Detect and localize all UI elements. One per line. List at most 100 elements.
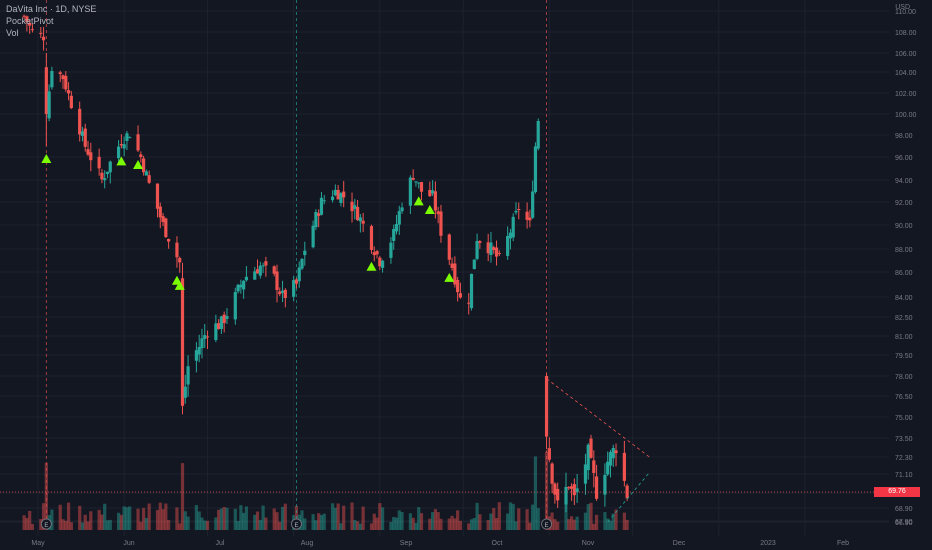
candle-2022-10-10 bbox=[486, 242, 490, 254]
volume-bar bbox=[28, 510, 32, 530]
indicator-label[interactable]: PocketPivot bbox=[6, 16, 54, 26]
candle-2022-10-24 bbox=[525, 211, 529, 220]
volume-bar bbox=[375, 517, 379, 530]
candle-2022-11-16 bbox=[589, 438, 593, 458]
volume-bar bbox=[203, 520, 207, 530]
price-tick-label: 94.00 bbox=[895, 178, 913, 185]
volume-bar bbox=[517, 508, 521, 530]
volume-bar bbox=[264, 517, 268, 530]
volume-bar bbox=[83, 514, 87, 530]
price-tick-label: 68.90 bbox=[895, 506, 913, 513]
volume-bar bbox=[319, 514, 324, 530]
candle-2022-09-05 bbox=[389, 242, 393, 258]
candle-2022-06-02 bbox=[125, 133, 129, 141]
candle-2022-07-07 bbox=[222, 314, 226, 324]
candle-2022-11-01 bbox=[547, 448, 551, 460]
earnings-badge bbox=[40, 518, 52, 530]
volume-bar bbox=[69, 522, 73, 530]
price-tick-label: 100.00 bbox=[895, 112, 917, 119]
volume-bar bbox=[592, 523, 596, 530]
candle-2022-07-06 bbox=[219, 316, 224, 330]
candle-2022-05-04 bbox=[44, 67, 48, 114]
volume-bar bbox=[255, 511, 260, 530]
candle-2022-11-21 bbox=[603, 474, 607, 495]
price-tick-label: 86.00 bbox=[895, 270, 913, 277]
candle-2022-08-31 bbox=[375, 251, 379, 255]
volume-bar bbox=[506, 513, 510, 530]
candle-2022-09-01 bbox=[378, 257, 382, 267]
volume-bar bbox=[178, 523, 182, 530]
price-tick-label: 98.00 bbox=[895, 133, 913, 140]
candle-2022-08-15 bbox=[330, 196, 335, 201]
volume-bar bbox=[392, 517, 396, 530]
price-tick-label: 88.00 bbox=[895, 247, 913, 254]
price-scale-bg bbox=[889, 0, 932, 550]
price-tick-label: 73.50 bbox=[895, 436, 913, 443]
volume-bar bbox=[180, 463, 185, 530]
price-tick-label: 90.00 bbox=[895, 223, 913, 230]
volume-bar bbox=[242, 512, 246, 530]
volume-bar bbox=[453, 518, 457, 530]
volume-bar bbox=[511, 503, 515, 530]
volume-bar bbox=[589, 502, 593, 530]
volume-bar bbox=[197, 511, 201, 530]
candle-2022-09-26 bbox=[447, 234, 451, 260]
candle-2022-06-20 bbox=[175, 242, 179, 258]
pocket-pivot-marker bbox=[41, 154, 52, 163]
volume-bar bbox=[217, 509, 221, 530]
earnings-badge-label: E bbox=[545, 523, 549, 529]
volume-bar bbox=[50, 509, 54, 530]
time-tick-label: Dec bbox=[673, 540, 686, 547]
volume-bar bbox=[606, 518, 610, 530]
candle-2022-09-22 bbox=[436, 211, 440, 215]
volume-bar bbox=[100, 514, 104, 530]
candle-2022-05-18 bbox=[83, 128, 87, 147]
candle-2022-05-25 bbox=[103, 178, 107, 181]
candle-2022-05-20 bbox=[89, 152, 93, 161]
volume-bar bbox=[66, 502, 71, 530]
candle-2022-08-22 bbox=[350, 201, 354, 212]
volume-bar bbox=[219, 508, 224, 530]
candle-2022-05-13 bbox=[69, 95, 73, 109]
volume-bar bbox=[536, 508, 540, 530]
volume-bar bbox=[342, 505, 346, 530]
candle-2022-09-15 bbox=[417, 182, 421, 184]
symbol-title[interactable]: DaVita Inc · 1D, NYSE bbox=[6, 4, 97, 14]
candle-2022-07-12 bbox=[236, 284, 240, 292]
price-tick-label: 84.00 bbox=[895, 295, 913, 302]
earnings-badge bbox=[291, 518, 302, 530]
candle-2022-05-17 bbox=[80, 131, 85, 136]
candle-2022-11-11 bbox=[575, 488, 579, 493]
chart-legend: DaVita Inc · 1D, NYSE PocketPivot Vol bbox=[6, 3, 96, 39]
candle-2022-04-28 bbox=[28, 22, 32, 26]
candle-2022-08-09 bbox=[314, 211, 318, 228]
volume-bar bbox=[200, 517, 204, 530]
candle-2022-11-14 bbox=[583, 464, 588, 484]
volume-bar bbox=[575, 516, 579, 530]
volume-bar bbox=[625, 519, 629, 530]
volume-bar bbox=[233, 508, 237, 530]
candle-2022-11-17 bbox=[592, 460, 596, 473]
volume-bar bbox=[358, 523, 362, 530]
price-tick-label: 110.00 bbox=[895, 9, 916, 16]
candle-2022-06-28 bbox=[197, 347, 201, 355]
candle-2022-08-16 bbox=[333, 189, 337, 196]
volume-label[interactable]: Vol bbox=[6, 28, 19, 38]
candle-2022-06-24 bbox=[186, 366, 190, 385]
candle-2022-11-24 bbox=[611, 447, 615, 459]
candle-2022-05-09 bbox=[58, 72, 62, 75]
volume-bar bbox=[205, 520, 210, 530]
triangle-pattern bbox=[546, 378, 650, 523]
candle-2022-09-14 bbox=[414, 181, 418, 183]
price-tick-label: 72.30 bbox=[895, 455, 913, 462]
candle-2022-08-25 bbox=[358, 217, 362, 222]
volume-bar bbox=[317, 513, 321, 530]
time-tick-label: 2023 bbox=[760, 540, 776, 547]
time-scale-bg bbox=[0, 536, 889, 550]
candle-2022-07-20 bbox=[258, 265, 262, 276]
candle-2022-06-13 bbox=[155, 183, 160, 209]
volume-bar bbox=[261, 505, 265, 530]
volume-bar bbox=[116, 512, 121, 530]
price-tick-label: 82.50 bbox=[895, 315, 913, 322]
